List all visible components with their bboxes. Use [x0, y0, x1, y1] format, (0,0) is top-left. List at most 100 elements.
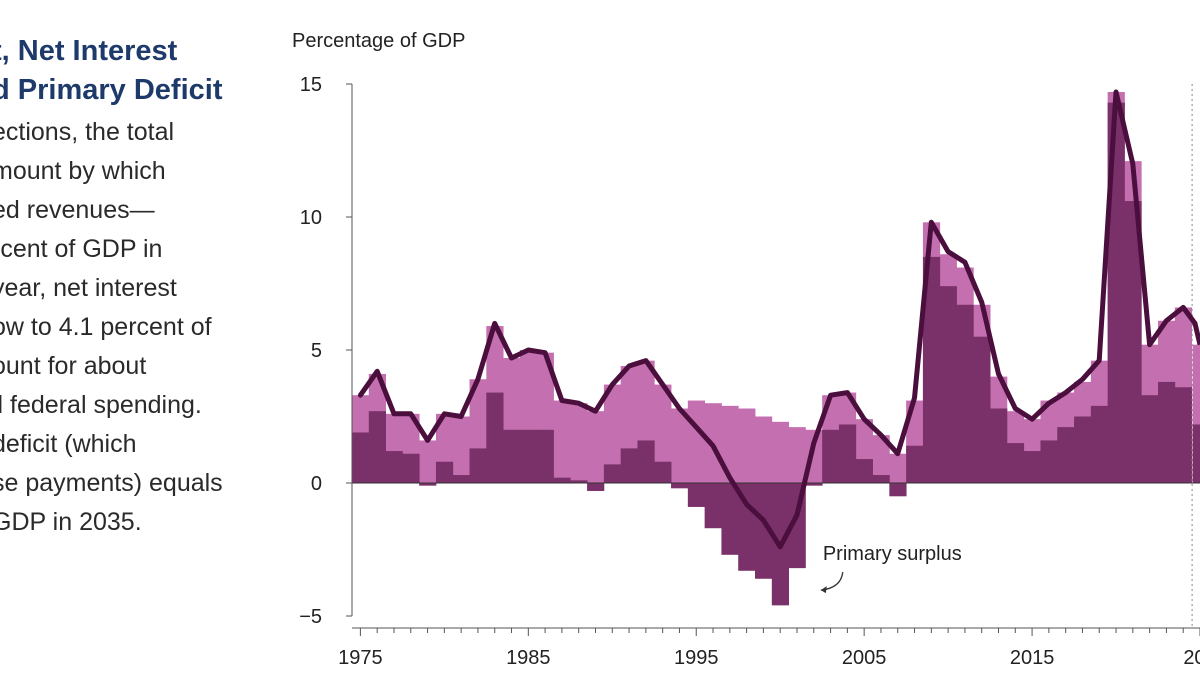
primary-bar	[1141, 395, 1159, 483]
total-bar	[570, 403, 588, 483]
axes: 15 10 5 0 −5 1975 1985 1995 2005 2015 202	[299, 74, 1200, 669]
primary-bar	[805, 483, 823, 486]
projection-primary-area	[1192, 424, 1200, 483]
total-bar	[738, 408, 756, 483]
primary-bar	[368, 411, 386, 483]
primary-bar	[402, 453, 420, 483]
description-line: rcent of GDP in	[0, 235, 163, 263]
total-bar	[872, 435, 890, 483]
primary-bar	[536, 429, 554, 483]
primary-bar	[1040, 440, 1058, 483]
primary-bar	[435, 461, 454, 483]
primary-bar	[922, 256, 941, 483]
y-tick-label: 10	[300, 207, 322, 229]
x-tick-label: 1975	[338, 647, 383, 669]
primary-bar	[419, 483, 437, 486]
description-line: ount for about	[0, 352, 147, 380]
primary-bar	[721, 483, 739, 555]
total-bar	[721, 405, 739, 483]
primary-bar	[738, 483, 756, 571]
y-axis-label: Percentage of GDP	[292, 30, 466, 52]
primary-bar	[822, 429, 840, 483]
primary-bar	[889, 483, 907, 497]
description-line: ections, the total	[0, 118, 175, 146]
primary-bar	[1107, 102, 1125, 484]
description-line: ll federal spending.	[0, 391, 202, 419]
primary-bar	[687, 483, 706, 507]
primary-bar	[637, 440, 655, 483]
primary-bar	[352, 432, 370, 483]
heading-line: t, Net Interest	[0, 35, 178, 67]
primary-bar	[1023, 451, 1041, 483]
total-deficit-bars	[352, 91, 1200, 483]
description-panel: t, Net Interest d Primary Deficit ections…	[0, 0, 275, 675]
total-bar	[452, 416, 470, 483]
primary-bar	[1124, 201, 1142, 484]
total-bar	[771, 421, 789, 483]
primary-surplus-label: Primary surplus	[823, 543, 962, 565]
primary-bar	[1057, 427, 1075, 483]
primary-bar	[486, 392, 504, 483]
total-bar	[755, 416, 773, 483]
chart-description: ections, the total mount by which ed reven…	[0, 113, 275, 542]
projection-line	[1181, 305, 1200, 346]
projection-total-area	[1192, 344, 1200, 483]
total-bar	[553, 400, 571, 483]
primary-bar	[603, 464, 622, 483]
primary-bar	[956, 304, 974, 483]
primary-bar	[654, 461, 672, 483]
y-tick-label: 0	[311, 473, 322, 495]
total-bar	[671, 408, 689, 483]
annotations: Primary surplusPP	[820, 543, 962, 594]
primary-surplus-leader	[820, 572, 844, 591]
primary-bar	[503, 429, 521, 483]
primary-bar	[587, 483, 605, 491]
primary-bar	[553, 477, 571, 483]
total-bar	[587, 411, 605, 483]
primary-bar	[385, 451, 403, 483]
total-deficit-line	[357, 89, 1186, 550]
description-line: year, net interest	[0, 274, 177, 302]
primary-bar	[939, 286, 957, 483]
primary-bar	[1090, 405, 1109, 483]
primary-bar	[620, 448, 638, 483]
primary-bar	[570, 480, 588, 483]
x-tick-label: 1995	[674, 647, 719, 669]
primary-bar	[1006, 443, 1025, 483]
primary-bar	[704, 483, 722, 529]
y-tick-label: 15	[300, 74, 322, 96]
leader-arrowhead	[820, 586, 827, 594]
primary-bar	[1074, 416, 1092, 483]
primary-bar	[671, 483, 689, 489]
total-bar	[788, 427, 806, 483]
total-bar	[654, 384, 672, 483]
primary-bar	[1174, 387, 1193, 483]
y-tick-label: −5	[299, 606, 322, 628]
total-bar	[889, 453, 907, 483]
description-line: ow to 4.1 percent of	[0, 313, 212, 341]
total-bar	[603, 384, 622, 483]
primary-bar	[990, 408, 1008, 483]
x-tick-label: 202	[1183, 647, 1200, 669]
x-tick-label: 1985	[506, 647, 551, 669]
description-line: deficit (which	[0, 430, 137, 458]
description-line: mount by which	[0, 157, 166, 185]
primary-bar	[973, 336, 991, 483]
primary-bar	[755, 483, 773, 579]
chart-heading: t, Net Interest d Primary Deficit	[0, 32, 275, 110]
total-bar	[687, 400, 706, 483]
primary-bar	[1158, 381, 1176, 483]
x-tick-label: 2015	[1010, 647, 1055, 669]
primary-bar	[872, 475, 890, 483]
primary-bar	[855, 459, 873, 483]
y-tick-label: 5	[311, 340, 322, 362]
primary-bar	[906, 445, 924, 483]
description-line: GDP in 2035.	[0, 508, 142, 536]
primary-bar	[452, 475, 470, 483]
heading-line: d Primary Deficit	[0, 74, 223, 106]
primary-deficit-bars	[352, 102, 1200, 606]
description-line: ed revenues—	[0, 196, 155, 224]
primary-bar	[519, 429, 538, 483]
total-bar	[419, 440, 437, 483]
